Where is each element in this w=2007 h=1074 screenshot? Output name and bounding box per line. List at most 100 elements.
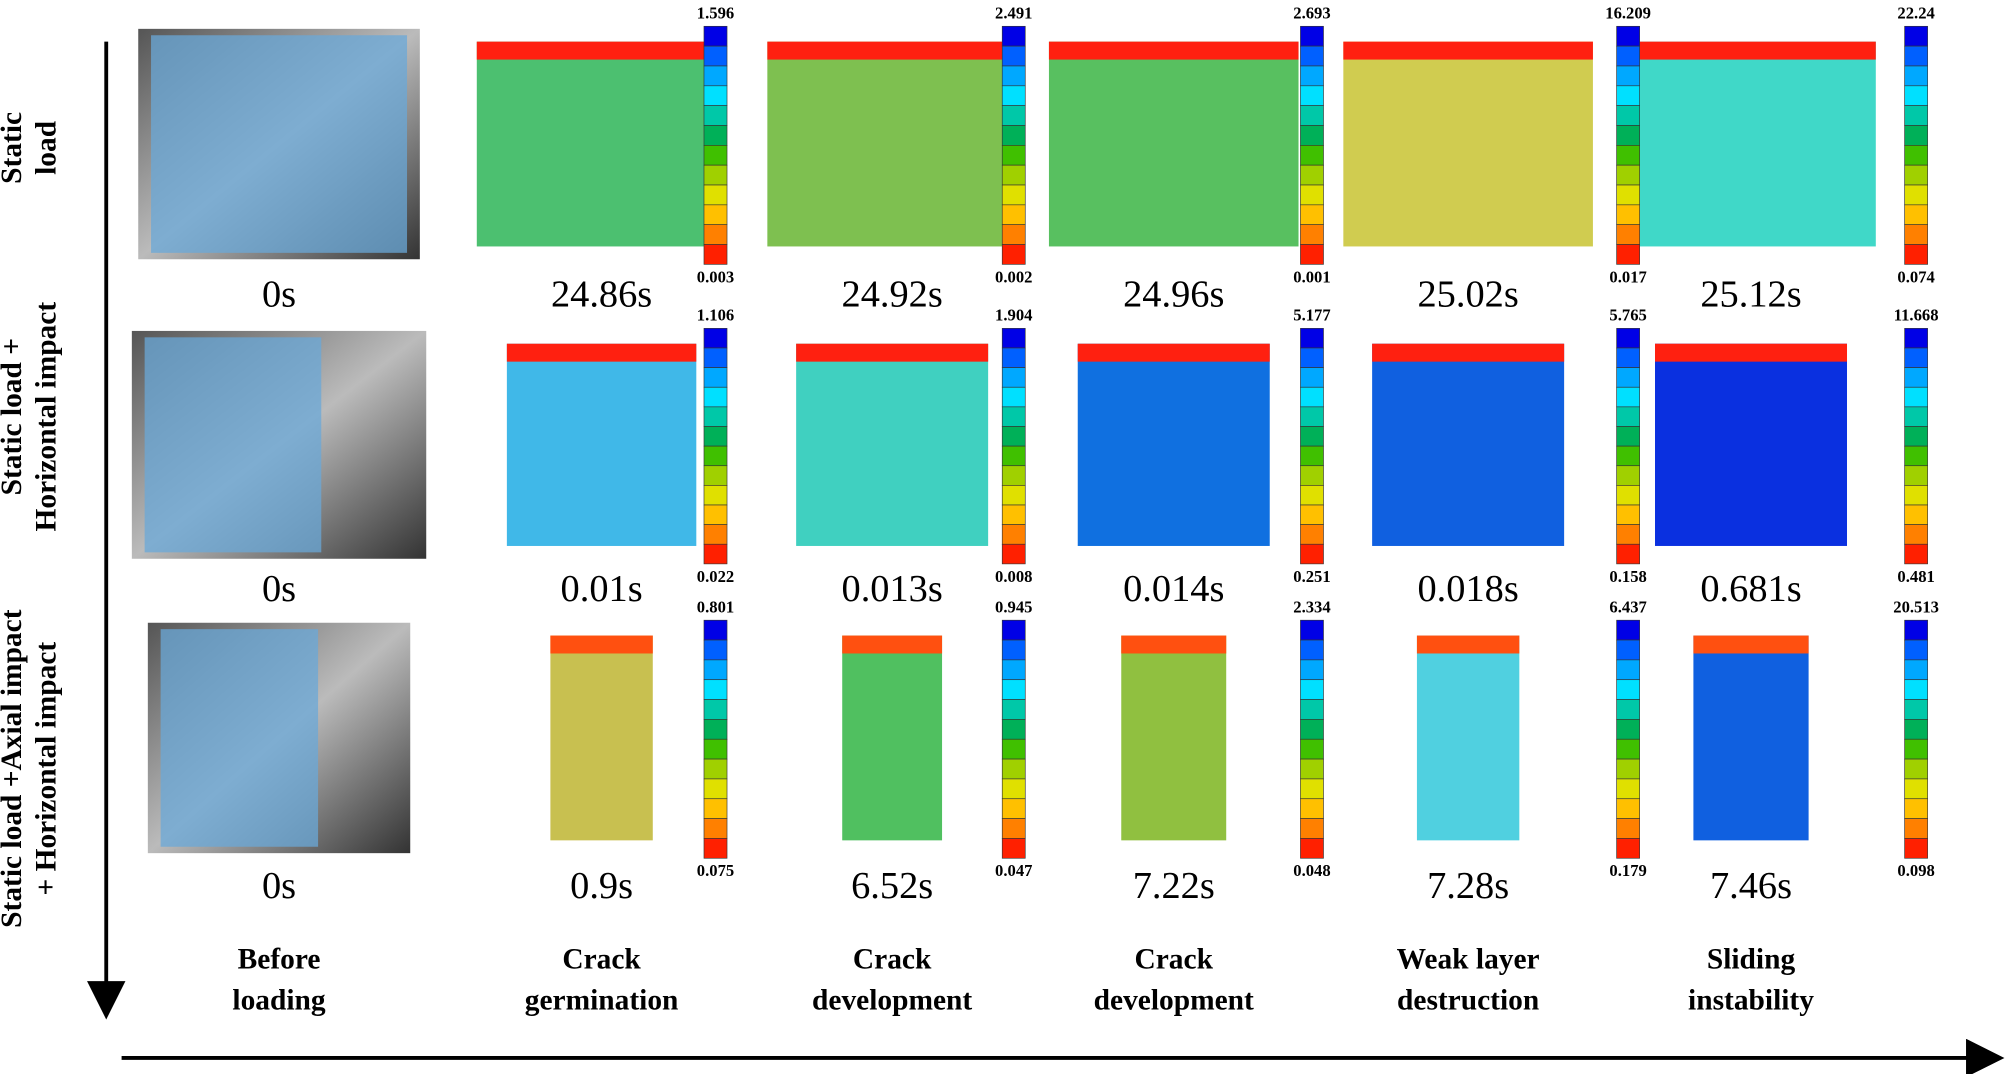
strain-contour (1077, 343, 1270, 546)
colorbar-max: 1.596 (697, 4, 734, 23)
colorbar-min: 0.158 (1609, 567, 1646, 586)
colorbar-segment (1616, 328, 1640, 349)
colorbar-segment (1616, 758, 1640, 780)
colorbar-segment (1904, 543, 1928, 565)
colorbar-max: 2.334 (1293, 598, 1330, 617)
colorbar-segment (1616, 524, 1640, 545)
colorbar-segment (1904, 105, 1928, 126)
colorbar-segment (703, 184, 728, 206)
colorbar-segment (1001, 465, 1026, 486)
colorbar-segment (1616, 465, 1640, 486)
colorbar-segment (1616, 485, 1640, 506)
colorbar-segment (1616, 659, 1640, 681)
colorbar-segment (1904, 524, 1928, 545)
colorbar-max: 2.693 (1293, 4, 1330, 23)
strain-edge (842, 635, 943, 654)
colorbar-segment (1616, 818, 1640, 839)
colorbar-segment (1300, 85, 1324, 106)
colorbar-segment (703, 504, 728, 525)
colorbar-segment (1904, 85, 1928, 106)
colorbar-segment (1300, 426, 1324, 447)
colorbar-segment (1616, 184, 1640, 206)
strain-edge (1693, 635, 1809, 654)
colorbar-segment (703, 224, 728, 245)
stage-label: development (812, 984, 972, 1016)
strain-contour (1693, 635, 1809, 841)
colorbar-segment (1904, 758, 1928, 780)
stage-label: germination (525, 984, 679, 1016)
strain-edge (1655, 343, 1848, 362)
colorbar-segment (1616, 504, 1640, 525)
colorbar-segment (1616, 738, 1640, 760)
colorbar-max: 5.765 (1609, 306, 1646, 325)
strain-edge (1121, 635, 1227, 654)
time-label: 0.014s (1123, 568, 1224, 610)
colorbar-max: 1.904 (995, 306, 1032, 325)
strain-edge (1048, 41, 1299, 60)
colorbar-segment (1904, 25, 1928, 47)
strain-contour (550, 635, 653, 841)
colorbar-segment (1904, 328, 1928, 349)
colorbar-segment (1616, 543, 1640, 565)
colorbar-segment (1904, 639, 1928, 661)
colorbar-segment (1300, 406, 1324, 427)
colorbar-segment (1904, 738, 1928, 760)
colorbar-min: 0.002 (995, 267, 1032, 286)
colorbar-segment (1616, 145, 1640, 166)
time-label: 0.681s (1700, 568, 1801, 610)
colorbar-segment (1616, 619, 1640, 641)
strain-contour (1372, 343, 1565, 546)
colorbar-segment (1001, 719, 1026, 740)
colorbar-segment (1001, 367, 1026, 388)
colorbar-segment (1616, 838, 1640, 859)
time-label: 24.92s (842, 273, 943, 315)
colorbar-segment (1001, 347, 1026, 368)
colorbar-segment (1001, 699, 1026, 720)
colorbar-segment (1001, 798, 1026, 819)
colorbar-segment (1300, 386, 1324, 408)
colorbar-segment (1300, 543, 1324, 565)
colorbar-segment (1904, 838, 1928, 859)
colorbar-segment (1300, 719, 1324, 740)
colorbar-segment (703, 65, 728, 87)
colorbar-segment (1904, 65, 1928, 87)
colorbar-segment (1001, 224, 1026, 245)
stage-label: destruction (1397, 984, 1539, 1016)
colorbar-segment (1300, 25, 1324, 47)
colorbar-segment (1616, 386, 1640, 408)
colorbar-segment (1904, 204, 1928, 226)
time-label: 7.22s (1133, 865, 1215, 907)
strain-contour (1626, 41, 1876, 247)
colorbar-min: 0.047 (995, 861, 1032, 880)
stage-label: loading (232, 984, 325, 1016)
colorbar-segment (703, 524, 728, 545)
time-label: 6.52s (851, 865, 933, 907)
colorbar-segment (703, 639, 728, 661)
colorbar-segment (1616, 367, 1640, 388)
colorbar-segment (1616, 164, 1640, 186)
colorbar-segment (1616, 125, 1640, 146)
colorbar-segment (1904, 719, 1928, 740)
colorbar-segment (1300, 699, 1324, 720)
colorbar-segment (1300, 367, 1324, 388)
colorbar-segment (1001, 485, 1026, 506)
colorbar-segment (703, 328, 728, 349)
colorbar-segment (703, 838, 728, 859)
colorbar-segment (1300, 619, 1324, 641)
colorbar-segment (1001, 524, 1026, 545)
colorbar-segment (703, 758, 728, 780)
strain-contour (506, 343, 697, 546)
colorbar-min: 0.075 (697, 861, 734, 880)
colorbar-min: 0.001 (1293, 267, 1330, 286)
strain-edge (796, 343, 989, 362)
colorbar-segment (1300, 244, 1324, 265)
colorbar-segment (1300, 347, 1324, 368)
strain-contour (1048, 41, 1299, 247)
colorbar-segment (1300, 798, 1324, 819)
time-label: 7.28s (1427, 865, 1509, 907)
colorbar-max: 20.513 (1893, 598, 1939, 617)
time-label: 0s (262, 273, 296, 315)
colorbar-segment (1616, 65, 1640, 87)
colorbar-segment (1001, 504, 1026, 525)
colorbar-segment (1904, 347, 1928, 368)
